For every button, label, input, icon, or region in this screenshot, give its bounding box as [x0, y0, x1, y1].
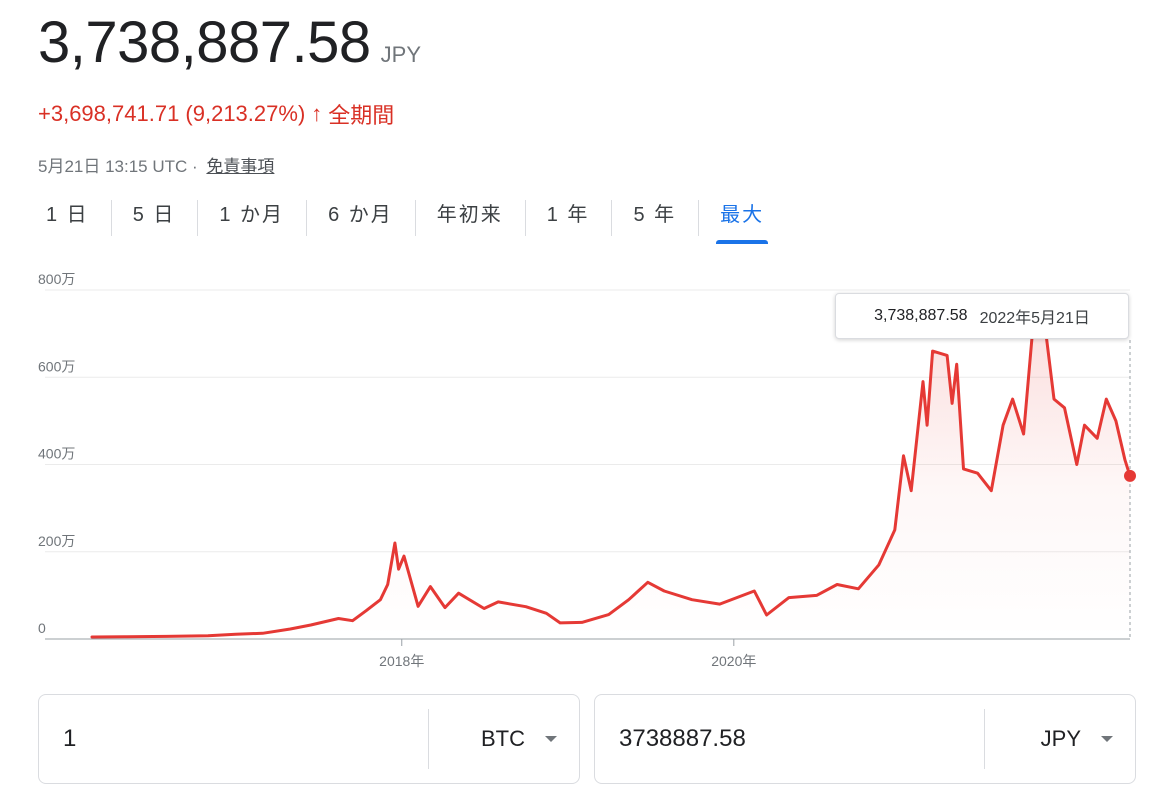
y-tick-label: 400万 [38, 446, 75, 462]
chart-tooltip: 3,738,887.58 2022年5月21日 [835, 293, 1129, 339]
tooltip-date: 2022年5月21日 [979, 310, 1090, 327]
price-change: +3,698,741.71 (9,213.27%) [38, 101, 306, 126]
price-header: 3,738,887.58 JPY [38, 8, 421, 78]
tab-label: 1 年 [546, 204, 590, 226]
tab-1-year[interactable]: 1 年 [524, 198, 612, 242]
price-chart[interactable]: 0 200万 400万 600万 800万 2018年 2020年 [0, 270, 1154, 680]
x-axis-labels: 2018年 2020年 [379, 639, 756, 669]
converter-divider [984, 709, 985, 769]
x-tick-label: 2020年 [711, 653, 756, 669]
current-price: 3,738,887.58 [38, 10, 371, 75]
disclaimer-link[interactable]: 免責事項 [206, 157, 275, 176]
tab-label: 1 か月 [219, 204, 285, 226]
tab-max[interactable]: 最大 [698, 198, 786, 244]
converter-from: BTC [38, 694, 580, 784]
timestamp: 5月21日 13:15 UTC · [38, 157, 198, 176]
to-amount-input[interactable] [595, 708, 984, 770]
tab-5-years[interactable]: 5 年 [611, 198, 698, 242]
tab-6-months[interactable]: 6 か月 [306, 198, 415, 242]
tab-label: 年初来 [436, 204, 503, 226]
dropdown-arrow-icon [545, 736, 557, 742]
price-currency: JPY [380, 42, 422, 67]
price-area-fill [92, 303, 1130, 639]
converter-divider [428, 709, 429, 769]
tab-label: 最大 [720, 204, 765, 226]
tab-label: 5 年 [633, 204, 677, 226]
y-axis-labels: 0 200万 400万 600万 800万 [38, 271, 75, 636]
price-change-row: +3,698,741.71 (9,213.27%) ↑ 全期間 [38, 98, 394, 130]
y-tick-label: 800万 [38, 271, 75, 287]
dropdown-arrow-icon [1101, 736, 1113, 742]
tab-ytd[interactable]: 年初来 [414, 198, 525, 242]
price-meta: 5月21日 13:15 UTC · 免責事項 [38, 152, 274, 177]
tab-label: 6 か月 [328, 204, 393, 226]
change-period: 全期間 [328, 103, 395, 128]
price-line [90, 301, 1132, 639]
tab-1-month[interactable]: 1 か月 [197, 198, 306, 242]
to-unit-select[interactable]: JPY [985, 726, 1135, 752]
tab-label: 1 日 [46, 204, 89, 226]
tooltip-price: 3,738,887.58 [874, 307, 968, 324]
y-tick-label: 600万 [38, 358, 75, 374]
tab-label: 5 日 [132, 204, 176, 226]
range-tabs: 1 日 5 日 1 か月 6 か月 年初来 1 年 5 年 最大 [24, 198, 786, 244]
from-unit-select[interactable]: BTC [429, 726, 579, 752]
tab-1-day[interactable]: 1 日 [24, 198, 111, 242]
current-price-marker [1124, 469, 1136, 482]
x-tick-label: 2018年 [379, 653, 424, 669]
converter-to: JPY [594, 694, 1136, 784]
arrow-up-icon: ↑ [311, 101, 323, 126]
from-unit-label: BTC [481, 726, 525, 751]
to-unit-label: JPY [1040, 726, 1081, 751]
y-tick-label: 200万 [38, 533, 75, 549]
from-amount-input[interactable] [39, 708, 428, 770]
tab-5-days[interactable]: 5 日 [110, 198, 198, 242]
y-tick-label: 0 [38, 620, 46, 636]
